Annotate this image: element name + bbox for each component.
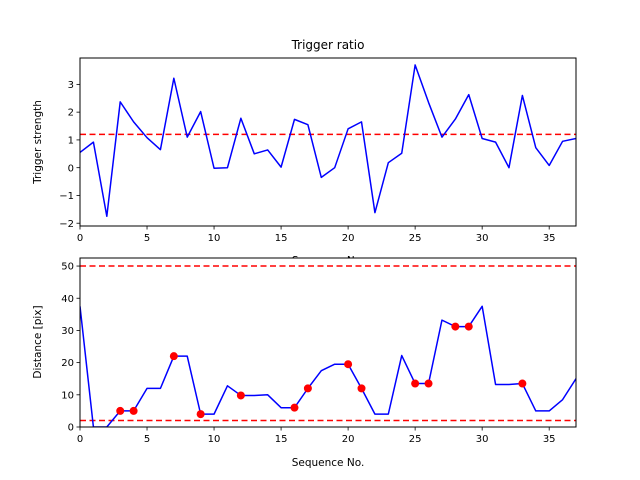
y-tick-label: −1 bbox=[59, 191, 74, 202]
y-tick-label: 20 bbox=[61, 358, 74, 369]
y-tick-label: 40 bbox=[61, 294, 74, 305]
x-tick-label: 20 bbox=[342, 233, 355, 244]
chart-title: Trigger ratio bbox=[291, 38, 365, 52]
x-tick-label: 30 bbox=[476, 434, 489, 445]
x-tick-label: 25 bbox=[409, 233, 422, 244]
x-axis-label: Sequence No. bbox=[292, 457, 365, 469]
x-tick-label: 10 bbox=[208, 434, 221, 445]
x-tick-label: 25 bbox=[409, 434, 422, 445]
x-tick-label: 15 bbox=[275, 434, 288, 445]
data-point-marker bbox=[424, 379, 433, 388]
x-tick-label: 15 bbox=[275, 233, 288, 244]
y-tick-label: 2 bbox=[68, 108, 74, 119]
data-point-marker bbox=[290, 403, 299, 412]
y-tick-label: 3 bbox=[68, 80, 74, 91]
data-point-marker bbox=[464, 322, 473, 331]
x-tick-label: 30 bbox=[476, 233, 489, 244]
data-point-marker bbox=[196, 410, 205, 419]
x-tick-label: 35 bbox=[543, 434, 556, 445]
y-tick-label: 0 bbox=[68, 423, 74, 434]
x-tick-label: 20 bbox=[342, 434, 355, 445]
data-point-marker bbox=[169, 352, 178, 361]
data-point-marker bbox=[411, 379, 420, 388]
plot-area bbox=[80, 58, 576, 226]
x-tick-label: 0 bbox=[77, 233, 83, 244]
data-point-marker bbox=[116, 406, 125, 415]
data-point-marker bbox=[129, 406, 138, 415]
plot-area bbox=[80, 258, 576, 427]
data-point-marker bbox=[344, 360, 353, 369]
x-tick-label: 5 bbox=[144, 233, 150, 244]
series-line bbox=[80, 305, 576, 427]
y-axis-label: Distance [pix] bbox=[32, 305, 44, 378]
x-tick-label: 5 bbox=[144, 434, 150, 445]
data-point-marker bbox=[236, 391, 245, 400]
y-tick-label: 0 bbox=[68, 163, 74, 174]
data-point-marker bbox=[451, 322, 460, 331]
y-tick-label: 30 bbox=[61, 326, 74, 337]
data-point-marker bbox=[518, 379, 527, 388]
x-tick-label: 35 bbox=[543, 233, 556, 244]
data-point-marker bbox=[303, 384, 312, 393]
plot-frame bbox=[79, 257, 577, 428]
y-tick-label: 10 bbox=[61, 390, 74, 401]
y-tick-label: 1 bbox=[68, 136, 74, 147]
data-point-marker bbox=[357, 384, 366, 393]
plot-frame bbox=[79, 57, 577, 227]
x-tick-label: 10 bbox=[208, 233, 221, 244]
y-tick-label: 50 bbox=[61, 262, 74, 273]
y-axis-label: Trigger strength bbox=[32, 100, 44, 185]
series-line bbox=[80, 64, 576, 218]
x-tick-label: 0 bbox=[77, 434, 83, 445]
y-tick-label: −2 bbox=[59, 219, 74, 230]
